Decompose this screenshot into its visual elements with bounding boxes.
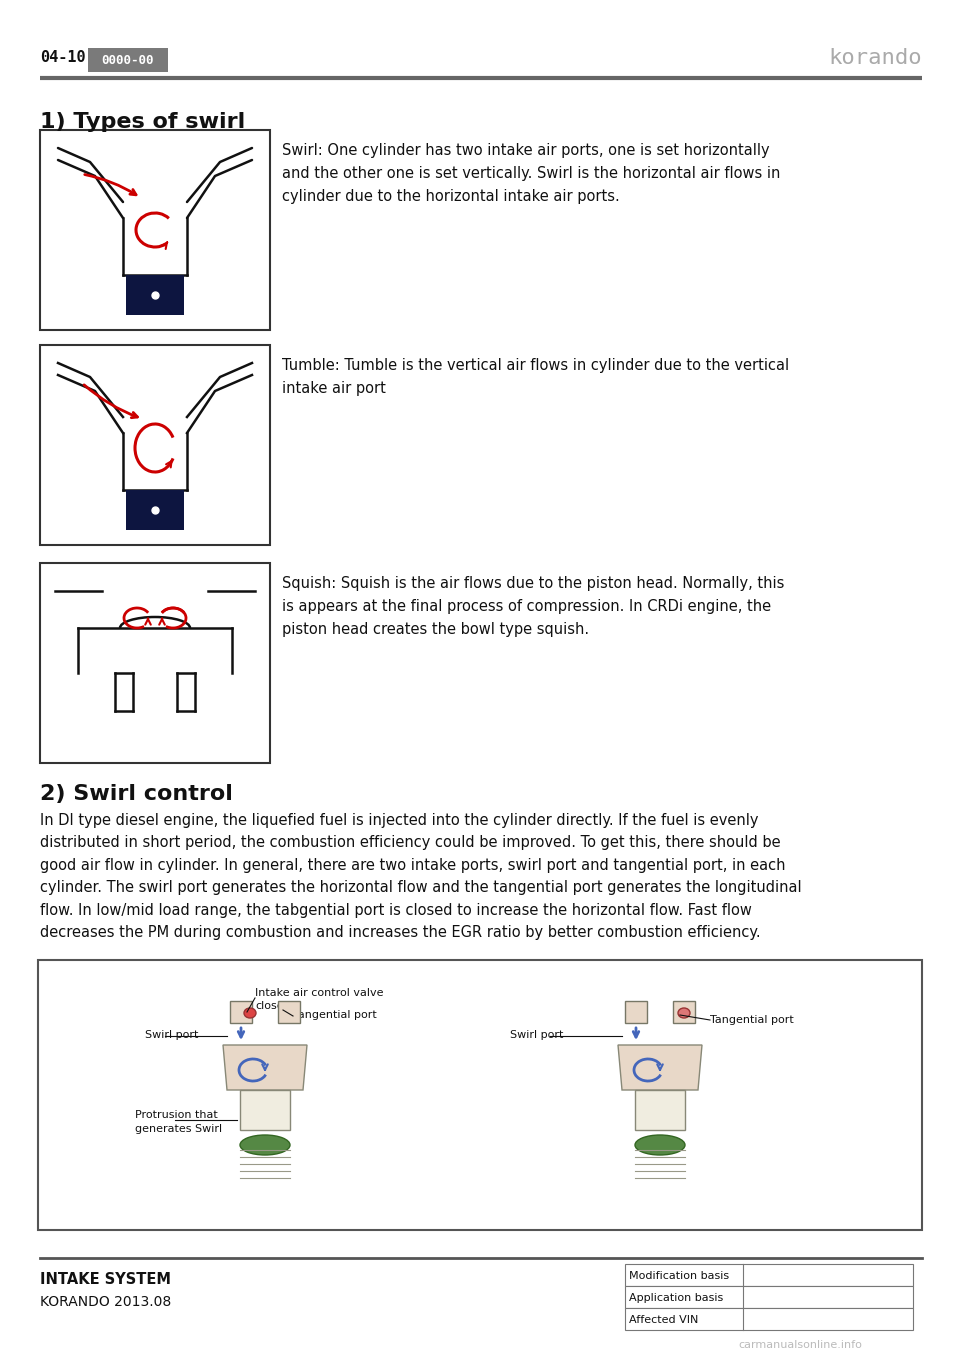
Bar <box>230 1001 252 1023</box>
Ellipse shape <box>240 1135 290 1156</box>
Bar <box>625 1308 913 1329</box>
Text: Tumble: Tumble is the vertical air flows in cylinder due to the vertical
intake : Tumble: Tumble is the vertical air flows… <box>282 359 789 395</box>
Text: generates Swirl: generates Swirl <box>135 1124 222 1134</box>
Text: Squish: Squish is the air flows due to the piston head. Normally, this
is appear: Squish: Squish is the air flows due to t… <box>282 576 784 637</box>
Text: Swirl: One cylinder has two intake air ports, one is set horizontally
and the ot: Swirl: One cylinder has two intake air p… <box>282 143 780 204</box>
Text: Intake air control valve: Intake air control valve <box>255 989 383 998</box>
Bar <box>40 345 270 545</box>
Bar <box>240 1090 290 1130</box>
Bar <box>40 564 270 763</box>
Text: 04-10: 04-10 <box>40 50 85 65</box>
Text: Application basis: Application basis <box>629 1293 723 1302</box>
Text: Swirl port: Swirl port <box>145 1029 199 1040</box>
Text: INTAKE SYSTEM: INTAKE SYSTEM <box>40 1272 171 1287</box>
Bar <box>88 48 168 72</box>
Bar <box>625 1001 647 1023</box>
Text: Protrusion that: Protrusion that <box>135 1109 218 1120</box>
Bar <box>38 960 922 1230</box>
Text: 1) Types of swirl: 1) Types of swirl <box>40 111 245 132</box>
Text: Swirl port: Swirl port <box>510 1029 564 1040</box>
Text: In DI type diesel engine, the liquefied fuel is injected into the cylinder direc: In DI type diesel engine, the liquefied … <box>40 813 802 940</box>
Bar <box>673 1001 695 1023</box>
Text: closed: closed <box>255 1001 291 1010</box>
Bar <box>625 1264 913 1286</box>
Bar <box>635 1090 685 1130</box>
Text: 0000-00: 0000-00 <box>102 53 155 67</box>
Ellipse shape <box>678 1008 690 1018</box>
Text: KORANDO 2013.08: KORANDO 2013.08 <box>40 1296 171 1309</box>
Text: Tangential port: Tangential port <box>710 1014 794 1025</box>
Text: Affected VIN: Affected VIN <box>629 1315 698 1325</box>
Bar <box>126 276 184 315</box>
Text: carmanualsonline.info: carmanualsonline.info <box>738 1340 862 1350</box>
Bar <box>126 490 184 530</box>
Text: 2) Swirl control: 2) Swirl control <box>40 784 233 804</box>
Text: Modification basis: Modification basis <box>629 1271 730 1281</box>
Bar <box>625 1286 913 1308</box>
Polygon shape <box>223 1046 307 1090</box>
Bar <box>278 1001 300 1023</box>
Text: Tangential port: Tangential port <box>293 1010 376 1020</box>
Bar <box>40 130 270 330</box>
Text: korando: korando <box>828 48 922 68</box>
Ellipse shape <box>244 1008 256 1018</box>
Polygon shape <box>618 1046 702 1090</box>
Ellipse shape <box>635 1135 685 1156</box>
